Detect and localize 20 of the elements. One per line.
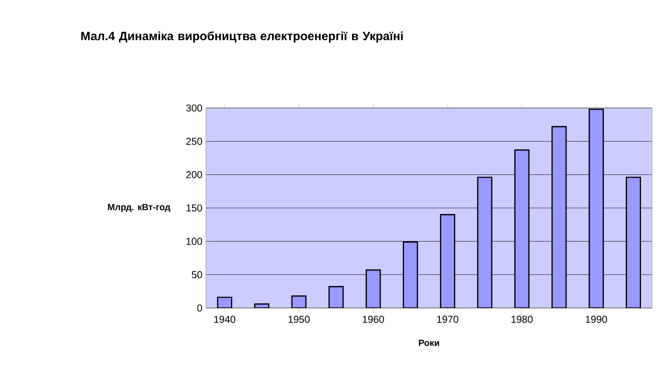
y-axis-title: Млрд. кВт-год xyxy=(108,204,170,212)
bar xyxy=(216,296,232,308)
bar xyxy=(291,295,307,308)
chart-title: Мал.4 Динаміка виробництва електроенергії в Україні xyxy=(81,31,403,43)
y-tick-label: 150 xyxy=(186,204,202,212)
y-tick-label: 100 xyxy=(186,238,202,245)
y-tick-label: 250 xyxy=(186,138,202,145)
x-tick-label: 1950 xyxy=(288,316,310,323)
y-tick-label: 200 xyxy=(186,171,202,178)
x-axis-title: Роки xyxy=(418,340,440,346)
x-tick-label: 1940 xyxy=(214,316,236,323)
x-tick-label: 1990 xyxy=(586,316,607,323)
y-tick-label: 0 xyxy=(197,304,202,312)
bar xyxy=(328,286,344,308)
y-tick-label: 50 xyxy=(192,271,202,278)
y-tick-label: 300 xyxy=(186,104,202,112)
x-tick-label: 1980 xyxy=(512,316,533,323)
x-tick-label: 1960 xyxy=(362,316,384,323)
bar xyxy=(254,303,270,308)
x-tick-label: 1970 xyxy=(437,316,458,323)
